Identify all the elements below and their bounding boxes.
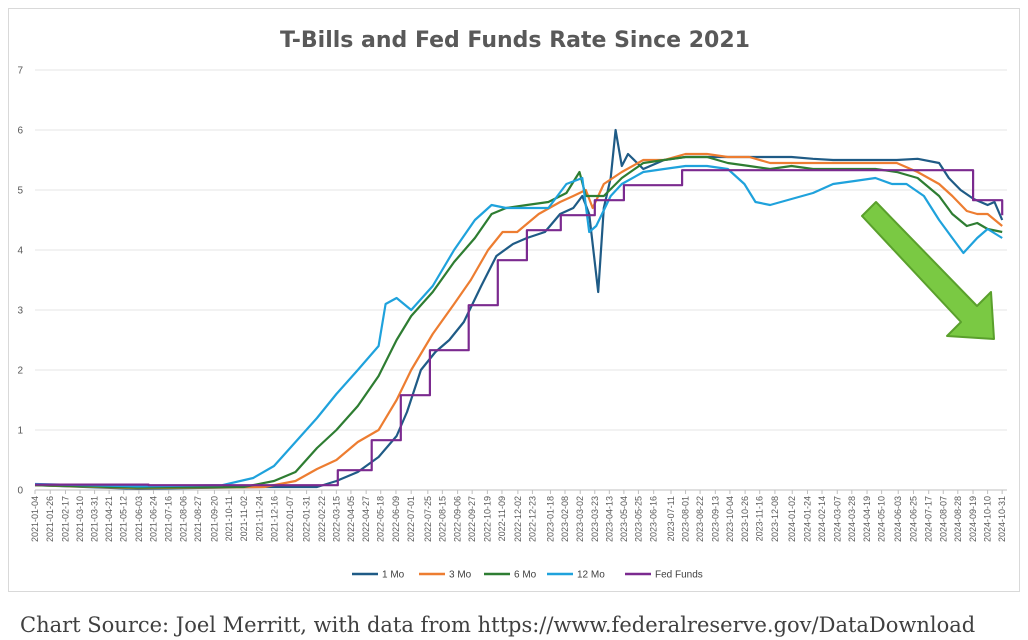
x-tick-label: 2022-05-18	[376, 496, 386, 542]
x-tick-label: 2021-10-11	[224, 496, 234, 541]
x-tick-label: 2023-08-01	[681, 496, 691, 542]
x-tick-label: 2024-04-19	[862, 496, 872, 542]
x-tick-label: 2021-04-21	[104, 496, 114, 542]
y-axis: 0 1 2 3 4 5 6 7	[17, 66, 23, 497]
x-tick-label: 2023-06-16	[649, 496, 659, 542]
x-tick-label: 2022-01-07	[285, 496, 295, 542]
x-tick-label: 2021-03-31	[90, 496, 100, 542]
x-tick-label: 2023-09-13	[710, 496, 720, 542]
gridlines	[35, 69, 1007, 491]
y-tick-label: 1	[17, 426, 23, 437]
x-tick-label: 2023-04-13	[604, 496, 614, 542]
y-tick-label: 0	[17, 486, 23, 497]
y-tick-label: 6	[17, 126, 23, 137]
x-tick-label: 2024-06-25	[908, 496, 918, 542]
x-tick-label: 2022-11-09	[497, 496, 507, 541]
x-tick-label: 2023-05-25	[633, 496, 643, 542]
x-tick-label: 2024-08-07	[938, 496, 948, 542]
x-tick-label: 2021-02-17	[60, 496, 70, 542]
x-tick-label: 2024-03-28	[847, 496, 857, 542]
x-tick-label: 2024-05-10	[877, 496, 887, 542]
y-tick-label: 4	[17, 246, 23, 257]
x-tick-label: 2022-09-27	[467, 496, 477, 542]
x-tick-label: 2023-10-04	[725, 496, 735, 542]
x-tick-label: 2022-08-15	[437, 496, 447, 542]
x-tick-label: 2022-07-25	[423, 496, 433, 542]
legend-entry: 12 Mo	[577, 570, 605, 581]
x-tick-label: 2024-03-07	[832, 496, 842, 542]
x-tick-label: 2023-01-18	[545, 496, 555, 542]
x-tick-label: 2021-03-10	[75, 496, 85, 542]
x-tick-label: 2022-09-06	[453, 496, 463, 542]
x-tick-label: 2022-02-22	[317, 496, 327, 542]
source-note: Chart Source: Joel Merritt, with data fr…	[20, 613, 976, 637]
x-axis: 2021-01-04 2021-01-26 2021-02-17 2021-03-10…	[30, 490, 1007, 542]
series-line-fed-funds	[35, 169, 1004, 487]
x-tick-label: 2024-10-10	[983, 496, 993, 542]
x-tick-label: 2022-07-01	[406, 496, 416, 542]
series-lines	[34, 128, 1004, 490]
x-tick-label: 2022-04-27	[361, 496, 371, 542]
x-tick-label: 2024-09-19	[968, 496, 978, 542]
x-tick-label: 2024-02-14	[817, 496, 827, 542]
legend-entry: 6 Mo	[514, 570, 537, 581]
y-tick-label: 2	[17, 366, 23, 377]
y-tick-label: 5	[17, 186, 23, 197]
x-tick-label: 2021-05-12	[119, 496, 129, 542]
x-tick-label: 2023-05-04	[619, 496, 629, 542]
x-tick-label: 2023-08-22	[695, 496, 705, 542]
legend-entry: 3 Mo	[449, 570, 472, 581]
x-tick-label: 2021-06-24	[148, 496, 158, 542]
x-tick-label: 2022-10-19	[482, 496, 492, 542]
x-tick-label: 2022-06-09	[391, 496, 401, 542]
series-line-1-mo	[34, 128, 1004, 490]
x-tick-label: 2024-01-24	[802, 496, 812, 542]
x-tick-label: 2022-12-02	[513, 496, 523, 542]
y-tick-label: 3	[17, 306, 23, 317]
x-tick-label: 2024-01-02	[787, 496, 797, 542]
x-tick-label: 2022-01-31	[302, 496, 312, 542]
series-line-12-mo	[34, 164, 1003, 488]
legend-entry: 1 Mo	[382, 570, 405, 581]
x-tick-label: 2022-03-15	[331, 496, 341, 542]
x-tick-label: 2023-03-02	[575, 496, 585, 542]
x-tick-label: 2024-06-03	[893, 496, 903, 542]
x-tick-label: 2021-11-02	[239, 496, 249, 541]
x-tick-label: 2021-01-04	[30, 496, 40, 542]
legend: 1 Mo 3 Mo 6 Mo 12 Mo Fed Funds	[352, 570, 703, 581]
chart-title: T-Bills and Fed Funds Rate Since 2021	[280, 28, 750, 53]
x-tick-label: 2023-10-26	[740, 496, 750, 542]
series-line-6-mo	[34, 155, 1003, 489]
x-tick-label: 2021-06-03	[134, 496, 144, 542]
x-tick-label: 2024-10-31	[997, 496, 1007, 542]
chart-frame: T-Bills and Fed Funds Rate Since 2021 0 1…	[8, 8, 1020, 592]
x-tick-label: 2024-07-17	[924, 496, 934, 542]
x-tick-label: 2021-08-06	[178, 496, 188, 542]
x-tick-label: 2023-07-11	[666, 496, 676, 541]
x-tick-label: 2021-09-20	[209, 496, 219, 542]
chart-canvas: T-Bills and Fed Funds Rate Since 2021 0 1…	[17, 28, 1007, 581]
legend-entry: Fed Funds	[655, 570, 703, 581]
x-tick-label: 2021-08-27	[193, 496, 203, 542]
x-tick-label: 2023-03-23	[590, 496, 600, 542]
y-tick-label: 7	[17, 66, 23, 77]
x-tick-label: 2023-11-16	[755, 496, 765, 541]
downward-trend-arrow-icon	[861, 201, 995, 340]
x-tick-label: 2021-07-16	[164, 496, 174, 542]
series-line-3-mo	[34, 152, 1003, 490]
x-tick-label: 2021-11-24	[254, 496, 264, 541]
x-tick-label: 2023-12-08	[770, 496, 780, 542]
x-tick-label: 2021-12-16	[270, 496, 280, 542]
x-tick-label: 2024-08-28	[953, 496, 963, 542]
x-tick-label: 2023-02-08	[560, 496, 570, 542]
x-tick-label: 2022-04-05	[346, 496, 356, 542]
x-tick-label: 2021-01-26	[45, 496, 55, 542]
x-tick-label: 2022-12-23	[527, 496, 537, 542]
